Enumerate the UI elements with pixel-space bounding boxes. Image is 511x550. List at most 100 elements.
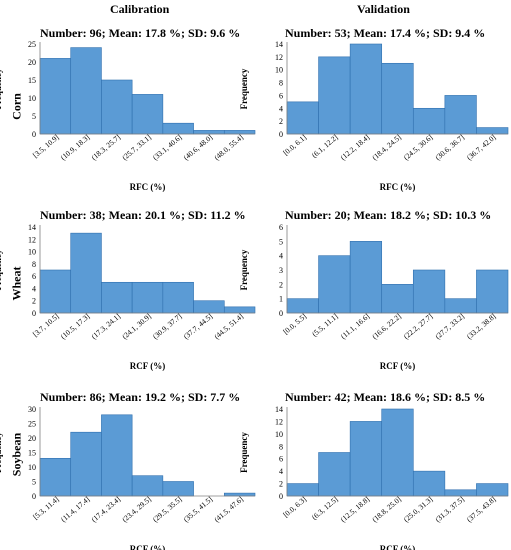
corn-validation-y-tick-label: 0 [279, 130, 283, 139]
corn-calibration-y-tick-label: 10 [28, 94, 36, 103]
wheat-calibration-y-tick-label: 0 [32, 309, 36, 318]
soybean-calibration-bar [39, 457, 72, 497]
soybean-calibration-chart-title: Number: 86; Mean: 19.2 %; SD: 7.7 % [40, 390, 240, 404]
soybean-calibration-x-tick-label: (11.4, 17.4] [59, 495, 91, 524]
soybean-validation-x-tick-label: (37.5, 43.8] [465, 495, 498, 524]
corn-calibration-x-axis-label: RFC (%) [130, 182, 166, 192]
soybean-calibration-y-tick-label: 15 [28, 449, 36, 458]
soybean-validation-x-tick-label: (18.8, 25.0] [370, 495, 403, 524]
wheat-validation-y-tick-label: 1 [279, 295, 283, 304]
corn-calibration-y-tick-label: 20 [28, 58, 36, 67]
wheat-validation-bar [412, 269, 446, 314]
soybean-calibration-x-tick-label: (35.5, 41.5] [182, 495, 215, 524]
wheat-calibration-bar [39, 269, 72, 314]
wheat-validation-bar [349, 241, 383, 314]
corn-validation-y-tick-label: 2 [279, 117, 283, 126]
wheat-validation-bar [444, 298, 477, 314]
soybean-validation-y-tick-label: 8 [279, 442, 283, 451]
soybean-calibration-bar [70, 431, 102, 497]
soybean-validation-x-tick-label: [0.0, 6.3] [281, 495, 308, 520]
corn-validation-bar [381, 62, 414, 135]
corn-validation-x-axis-label: RFC (%) [380, 182, 416, 192]
soybean-validation-y-axis-label: Frequency [239, 432, 249, 473]
soybean-validation-y-tick-label: 0 [279, 492, 283, 501]
soybean-calibration-x-tick-label: (23.4, 29.5] [120, 495, 153, 524]
wheat-validation-y-tick-label: 4 [279, 252, 283, 261]
corn-calibration-chart-title: Number: 96; Mean: 17.8 %; SD: 9.6 % [40, 26, 240, 40]
wheat-validation-y-axis-label: Frequency [239, 249, 249, 290]
corn-validation-y-tick-label: 10 [275, 66, 283, 75]
corn-validation-y-tick-label: 4 [279, 104, 283, 113]
wheat-validation-bar [476, 269, 509, 314]
wheat-calibration-y-tick-label: 12 [28, 235, 36, 244]
soybean-validation-y-tick-label: 4 [279, 467, 283, 476]
corn-validation-bar [349, 43, 383, 135]
wheat-validation-y-tick-label: 6 [279, 223, 283, 232]
corn-validation-y-tick-label: 14 [275, 40, 283, 49]
soybean-calibration-x-tick-label: (41.5, 47.6] [212, 495, 245, 524]
wheat-calibration-bar [131, 281, 164, 314]
soybean-validation-bar [318, 452, 351, 497]
soybean-calibration-y-tick-label: 20 [28, 434, 36, 443]
corn-calibration-bar [101, 79, 133, 135]
wheat-calibration-x-tick-label: (24.1, 30.9] [120, 312, 153, 341]
wheat-validation-chart-title: Number: 20; Mean: 18.2 %; SD: 10.3 % [285, 208, 491, 222]
wheat-validation-bar [318, 255, 351, 314]
soybean-calibration-y-axis-label: Frequency [0, 432, 3, 473]
soybean-validation-bar [444, 489, 477, 497]
soybean-validation-bar [349, 421, 383, 497]
corn-validation-y-tick-label: 6 [279, 91, 283, 100]
wheat-calibration-chart-title: Number: 38; Mean: 20.1 %; SD: 11.2 % [40, 208, 246, 222]
corn-validation-x-tick-label: (24.5, 30.6] [402, 133, 435, 162]
soybean-validation-y-tick-label: 10 [275, 430, 283, 439]
soybean-calibration-x-tick-label: (17.4, 23.4] [89, 495, 122, 524]
soybean-validation-x-tick-label: (6.3, 12.5] [310, 495, 340, 522]
wheat-calibration-y-tick-label: 14 [28, 223, 36, 232]
corn-calibration-x-tick-label: (25.7, 33.1] [120, 133, 153, 162]
wheat-calibration-y-tick-label: 8 [32, 260, 36, 269]
wheat-calibration-bar [162, 281, 194, 314]
corn-validation-y-tick-label: 12 [275, 53, 283, 62]
corn-validation-bar [444, 95, 477, 135]
wheat-calibration-x-tick-label: (17.3, 24.1] [89, 312, 122, 341]
wheat-calibration-y-tick-label: 4 [32, 284, 36, 293]
wheat-calibration-x-tick-label: (44.5, 51.4] [212, 312, 245, 341]
wheat-validation-x-tick-label: (33.2, 38.8] [465, 312, 498, 341]
wheat-validation-x-tick-label: [0.0, 5.5] [281, 312, 308, 337]
wheat-calibration-bar [101, 281, 133, 314]
corn-validation-x-tick-label: (30.6, 36.7] [433, 133, 466, 162]
soybean-validation-y-tick-label: 2 [279, 480, 283, 489]
corn-calibration-y-axis-label: Frequency [0, 68, 3, 109]
soybean-validation-x-tick-label: (25.0, 31.3] [402, 495, 435, 524]
corn-validation-bar [286, 101, 319, 135]
soybean-calibration-y-tick-label: 25 [28, 420, 36, 429]
soybean-calibration-bar [101, 414, 133, 497]
corn-calibration-bar [162, 122, 194, 135]
soybean-validation-bar [381, 408, 414, 497]
corn-validation-x-tick-label: (36.7, 42.0] [465, 133, 498, 162]
wheat-validation-x-tick-label: (11.1, 16.6] [339, 312, 371, 341]
corn-calibration-x-tick-label: (48.0, 55.4] [212, 133, 245, 162]
soybean-validation-bar [286, 483, 319, 497]
column-heading-calibration: Calibration [110, 2, 170, 16]
corn-validation-x-tick-label: (18.4, 24.5] [370, 133, 403, 162]
corn-calibration-y-tick-label: 15 [28, 76, 36, 85]
corn-validation-bar [412, 107, 446, 135]
soybean-calibration-bar [131, 475, 164, 497]
soybean-validation-chart-title: Number: 42; Mean: 18.6 %; SD: 8.5 % [285, 390, 485, 404]
soybean-validation-y-tick-label: 14 [275, 405, 283, 414]
corn-calibration-x-tick-label: (18.3, 25.7] [89, 133, 122, 162]
wheat-validation-x-tick-label: (16.6, 22.2] [370, 312, 403, 341]
corn-validation-x-tick-label: (12.2, 18.4] [339, 133, 372, 162]
soybean-validation-y-tick-label: 12 [275, 417, 283, 426]
wheat-validation-x-tick-label: (5.5, 11.1] [310, 312, 340, 339]
soybean-validation-bar [476, 483, 509, 497]
wheat-validation-bar [286, 298, 319, 314]
soybean-validation-x-tick-label: (31.3, 37.5] [433, 495, 466, 524]
wheat-validation-x-axis-label: RCF (%) [380, 361, 415, 371]
soybean-calibration-y-tick-label: 10 [28, 463, 36, 472]
wheat-validation-bar [381, 284, 414, 314]
wheat-calibration-y-tick-label: 10 [28, 248, 36, 257]
corn-validation-chart-title: Number: 53; Mean: 17.4 %; SD: 9.4 % [285, 26, 485, 40]
corn-validation-x-tick-label: [0.0, 6.1] [281, 133, 308, 158]
